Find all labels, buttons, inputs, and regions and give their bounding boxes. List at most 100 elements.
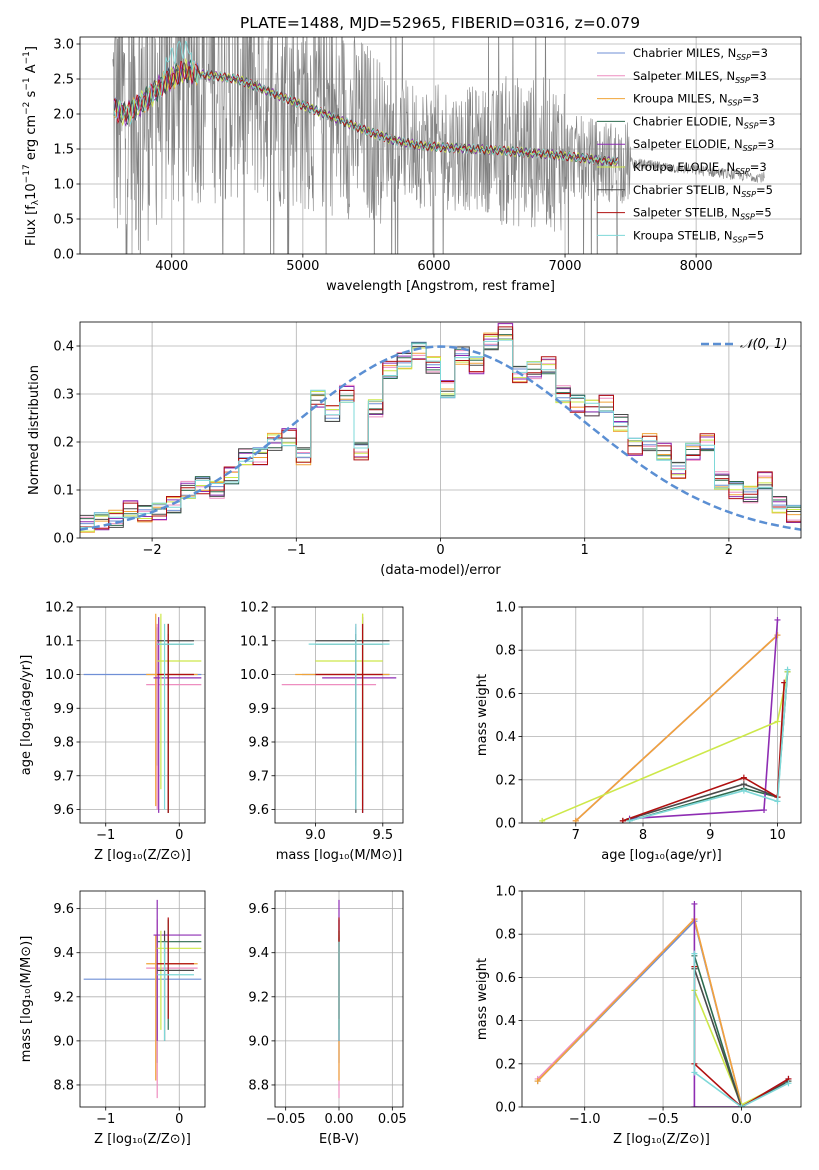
x-tick-label: 7000 bbox=[548, 259, 581, 274]
chart-massweight_vs_Z: −1.0 −0.5 0.0 0.0 0.2 0.4 0.6 0.8 1.0 Z [log₁₀(Z/… bbox=[475, 885, 802, 1147]
legend-label-main: Chabrier STELIB, N bbox=[633, 183, 741, 197]
legend-label: Kroupa MILES, NSSP=3 bbox=[633, 92, 759, 108]
y-tick-label: 0.0 bbox=[495, 1101, 516, 1116]
y-tick-label: 0.3 bbox=[53, 388, 74, 403]
legend-label-tail: =5 bbox=[747, 228, 764, 242]
mass-weight-marker bbox=[785, 1080, 792, 1087]
y-tick-label: 1.0 bbox=[495, 885, 516, 900]
x-axis-label: Z [log₁₀(Z/Z⊙)] bbox=[94, 1132, 191, 1147]
x-tick-label: 8 bbox=[639, 828, 647, 843]
y-tick-label: 9.6 bbox=[248, 803, 269, 818]
legend-label-tail: =5 bbox=[755, 206, 772, 220]
y-tick-label: 10.2 bbox=[45, 601, 74, 616]
chart-residuals: −2 −1 0 1 2 0.0 0.1 0.2 0.3 0.4 (data-model)/error… bbox=[27, 321, 802, 578]
mass-weight-marker bbox=[774, 718, 781, 725]
mass-weight-line bbox=[537, 919, 743, 1105]
y-tick-label: 9.7 bbox=[53, 769, 74, 784]
axes-frame bbox=[274, 890, 404, 1108]
legend-label: Chabrier STELIB, NSSP=5 bbox=[633, 183, 773, 199]
plot-area bbox=[534, 900, 792, 1107]
legend-label-tail: =3 bbox=[751, 46, 768, 60]
axes-frame bbox=[274, 606, 404, 824]
legend-label-sub: SSP bbox=[743, 144, 758, 153]
legend-label-tail: =3 bbox=[750, 160, 767, 174]
mass-weight-line bbox=[693, 953, 789, 1107]
axes-frame bbox=[79, 321, 802, 539]
legend-label: Kroupa STELIB, NSSP=5 bbox=[633, 228, 764, 244]
y-axis-label-part: erg cm bbox=[24, 115, 39, 164]
x-tick-label: −0.5 bbox=[647, 1112, 679, 1127]
mass-weight-line bbox=[537, 917, 743, 1105]
mass-weight-line bbox=[541, 671, 789, 822]
mass-weight-marker bbox=[784, 666, 791, 673]
y-tick-label: 9.4 bbox=[53, 946, 74, 961]
residual-histogram-line bbox=[80, 339, 801, 528]
plot-area bbox=[112, 37, 765, 254]
y-tick-label: 0.8 bbox=[495, 928, 516, 943]
mass-weight-marker bbox=[774, 616, 781, 623]
y-tick-label: 0.6 bbox=[495, 687, 516, 702]
y-tick-label: 2.5 bbox=[53, 73, 74, 88]
mass-weight-line bbox=[693, 968, 789, 1107]
axes-frame bbox=[521, 890, 802, 1108]
grid bbox=[275, 606, 403, 823]
x-axis-label: wavelength [Angstrom, rest frame] bbox=[326, 279, 555, 294]
plot-area bbox=[83, 613, 202, 813]
legend-label: Chabrier MILES, NSSP=3 bbox=[633, 46, 768, 62]
mass-weight-marker bbox=[534, 1078, 541, 1085]
legend-label-main: Kroupa MILES, N bbox=[633, 92, 728, 106]
y-tick-label: 0.1 bbox=[53, 484, 74, 499]
legend-label: Chabrier ELODIE, NSSP=3 bbox=[633, 114, 775, 130]
legend-label-main: Salpeter ELODIE, N bbox=[633, 137, 743, 151]
y-axis-label-part: Flux [f bbox=[24, 205, 39, 246]
y-tick-label: 9.0 bbox=[53, 1034, 74, 1049]
chart-title: PLATE=1488, MJD=52965, FIBERID=0316, z=0… bbox=[240, 14, 640, 32]
y-axis-label-part: −2 bbox=[22, 102, 32, 115]
x-tick-label: −1 bbox=[96, 1112, 115, 1127]
y-axis-label-part: A bbox=[24, 64, 39, 77]
mass-weight-marker bbox=[738, 1104, 745, 1107]
residual-histogram-line bbox=[80, 323, 801, 531]
legend-label: Salpeter ELODIE, NSSP=3 bbox=[633, 137, 774, 153]
y-tick-label: 0.4 bbox=[495, 1014, 516, 1029]
chart-mass_vs_Z: −1 0 8.8 9.0 9.2 9.4 9.6 Z [log₁₀(Z/Z⊙)] mass [l… bbox=[19, 890, 206, 1147]
x-tick-label: 0 bbox=[175, 1112, 183, 1127]
y-tick-label: 9.6 bbox=[248, 902, 269, 917]
y-tick-label: 0.2 bbox=[495, 773, 516, 788]
x-tick-label: 0 bbox=[175, 828, 183, 843]
residual-histogram-line bbox=[80, 334, 801, 526]
grid bbox=[80, 322, 801, 539]
x-tick-label: −1 bbox=[96, 828, 115, 843]
x-tick-label: 0 bbox=[436, 543, 444, 558]
y-tick-label: 0.0 bbox=[495, 817, 516, 832]
plot-area bbox=[83, 899, 202, 1099]
y-tick-label: 9.0 bbox=[248, 1034, 269, 1049]
y-axis-label-part: −1 bbox=[22, 51, 32, 64]
x-tick-label: 0.0 bbox=[731, 1112, 752, 1127]
y-axis-label-part: −1 bbox=[22, 77, 32, 90]
y-tick-label: 10.1 bbox=[45, 634, 74, 649]
x-tick-label: 6000 bbox=[417, 259, 450, 274]
observed-spectrum-line bbox=[112, 37, 765, 254]
y-axis-label: age [log₁₀(age/yr)] bbox=[19, 655, 34, 776]
y-tick-label: 9.2 bbox=[53, 990, 74, 1005]
y-tick-label: 9.9 bbox=[53, 702, 74, 717]
axes-frame bbox=[79, 36, 802, 255]
plot-area bbox=[539, 616, 791, 823]
mass-weight-line bbox=[575, 634, 779, 822]
y-axis-label-part: s bbox=[24, 90, 39, 101]
x-tick-label: 9 bbox=[706, 828, 714, 843]
x-tick-label: −1.0 bbox=[569, 1112, 601, 1127]
legend-label-tail: =5 bbox=[756, 183, 773, 197]
legend-label-sub: SSP bbox=[744, 121, 759, 130]
legend-label: 𝒩(0, 1) bbox=[740, 337, 787, 352]
x-tick-label: 7 bbox=[572, 828, 580, 843]
y-tick-label: 9.7 bbox=[248, 769, 269, 784]
model-spectrum-line bbox=[113, 60, 618, 166]
grid bbox=[80, 891, 205, 1107]
y-tick-label: 0.2 bbox=[495, 1057, 516, 1072]
mass-weight-marker bbox=[740, 774, 747, 781]
x-tick-label: 2 bbox=[725, 543, 733, 558]
y-axis-label-part: ] bbox=[24, 46, 39, 51]
mass-weight-line bbox=[622, 682, 785, 822]
